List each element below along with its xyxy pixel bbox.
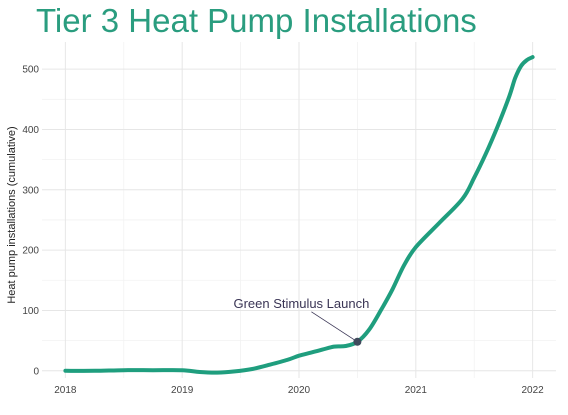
y-tick-label: 100: [22, 306, 39, 317]
y-axis: 0 100 200 300 400 500: [22, 65, 39, 378]
annotation-layer: Green Stimulus Launch: [233, 296, 369, 346]
y-tick-label: 0: [33, 366, 39, 377]
y-tick-label: 200: [22, 246, 39, 257]
annotation-leader-line: [311, 311, 358, 343]
annotation-label: Green Stimulus Launch: [233, 296, 369, 311]
chart-title: Tier 3 Heat Pump Installations: [36, 2, 477, 39]
y-axis-label: Heat pump installations (cumulative): [6, 126, 18, 303]
x-tick-label: 2020: [288, 385, 311, 396]
x-tick-label: 2021: [405, 385, 428, 396]
y-tick-label: 400: [22, 125, 39, 136]
grid: [42, 42, 556, 378]
y-tick-label: 500: [22, 65, 39, 76]
annotation-point: [353, 337, 362, 346]
y-tick-label: 300: [22, 185, 39, 196]
x-tick-label: 2022: [522, 385, 545, 396]
x-tick-label: 2019: [171, 385, 194, 396]
series-line: [63, 55, 535, 375]
x-axis: 2018 2019 2020 2021 2022: [54, 385, 544, 396]
x-tick-label: 2018: [54, 385, 77, 396]
